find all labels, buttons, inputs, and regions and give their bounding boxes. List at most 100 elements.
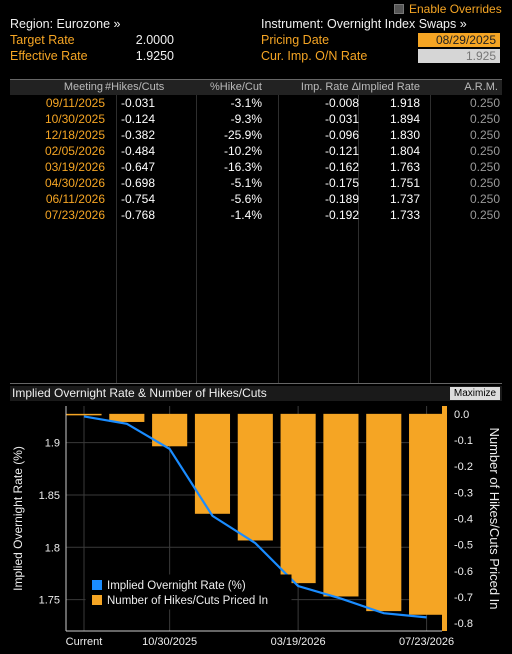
hikes-cell: -0.768 (120, 208, 155, 222)
table-row[interactable]: 06/11/2026 -0.754 -5.6% -0.189 1.737 0.250 (10, 192, 502, 208)
chart-title-bar: Implied Overnight Rate & Number of Hikes… (10, 386, 502, 401)
right-tick-label: -0.1 (454, 435, 473, 447)
legend-swatch (92, 580, 102, 590)
col-arm[interactable]: A.R.M. (464, 81, 498, 93)
pct-cell: -5.6% (230, 192, 262, 206)
chart-title: Implied Overnight Rate & Number of Hikes… (12, 386, 267, 400)
right-tick-label: -0.2 (454, 461, 473, 473)
legend-swatch (92, 595, 102, 605)
x-tick-label: 07/23/2026 (399, 636, 454, 648)
bar-hikes-cuts (237, 413, 273, 541)
enable-overrides-label[interactable]: Enable Overrides (409, 2, 502, 16)
right-tick-label: -0.5 (454, 540, 473, 552)
left-axis-title: Implied Overnight Rate (%) (11, 446, 25, 591)
arm-cell: 0.250 (469, 208, 500, 222)
left-tick-label: 1.75 (39, 595, 60, 607)
hikes-cell: -0.647 (120, 160, 155, 174)
table-row[interactable]: 02/05/2026 -0.484 -10.2% -0.121 1.804 0.250 (10, 144, 502, 160)
table-row[interactable]: 09/11/2025 -0.031 -3.1% -0.008 1.918 0.250 (10, 96, 502, 112)
col-imp-rate-delta[interactable]: Imp. Rate Δ (300, 81, 359, 93)
table-row[interactable]: 10/30/2025 -0.124 -9.3% -0.031 1.894 0.250 (10, 112, 502, 128)
bar-hikes-cuts (194, 413, 231, 514)
pct-cell: -1.4% (230, 208, 262, 222)
implied-rate-cell: 1.804 (389, 144, 420, 158)
implied-rate-line (83, 415, 427, 619)
pct-cell: -5.1% (230, 176, 262, 190)
maximize-button[interactable]: Maximize (450, 387, 500, 400)
imp-rate-delta-cell: -0.121 (324, 144, 359, 158)
pct-cell: -3.1% (230, 96, 262, 110)
table-row[interactable]: 07/23/2026 -0.768 -1.4% -0.192 1.733 0.250 (10, 208, 502, 224)
imp-rate-delta-cell: -0.189 (324, 192, 359, 206)
x-tick-label: 03/19/2026 (271, 636, 326, 648)
arm-cell: 0.250 (469, 112, 500, 126)
meeting-cell: 10/30/2025 (44, 112, 105, 126)
col-meeting[interactable]: Meeting (63, 81, 103, 93)
imp-rate-delta-cell: -0.096 (324, 128, 359, 142)
legend-box (85, 574, 292, 610)
implied-rate-cell: 1.894 (389, 112, 420, 126)
legend-label: Implied Overnight Rate (%) (107, 580, 246, 592)
right-tick-label: -0.4 (454, 514, 473, 526)
bar-hikes-cuts (109, 413, 145, 422)
x-tick-label: 10/30/2025 (142, 636, 197, 648)
implied-rate-cell: 1.733 (389, 208, 420, 222)
meeting-cell: 12/18/2025 (44, 128, 105, 142)
target-rate-label: Target Rate (10, 33, 75, 47)
col-implied-rate[interactable]: Implied Rate (358, 81, 420, 93)
arm-cell: 0.250 (469, 96, 500, 110)
right-axis-title: Number of Hikes/Cuts Priced In (487, 427, 502, 609)
enable-overrides-checkbox[interactable] (394, 4, 404, 14)
rate-chart: 1.9 1.85 1.8 1.75 0.0 -0.1 -0.2 -0.3 -0.4 -0.5 -0.… (11, 406, 502, 648)
meeting-cell: 02/05/2026 (44, 144, 105, 158)
bar-hikes-cuts (366, 413, 402, 612)
arm-cell: 0.250 (469, 160, 500, 174)
right-tick-label: -0.8 (454, 618, 473, 630)
bar-hikes-cuts (409, 413, 445, 615)
hikes-cell: -0.698 (120, 176, 155, 190)
right-tick-label: 0.0 (454, 409, 469, 421)
pricing-date-input[interactable]: 08/29/2025 (418, 33, 500, 47)
implied-rate-cell: 1.763 (389, 160, 420, 174)
bar-hikes-cuts (66, 413, 102, 416)
meetings-table: Meeting #Hikes/Cuts %Hike/Cut Imp. Rate … (10, 79, 502, 384)
meeting-cell: 09/11/2025 (45, 96, 105, 110)
pct-cell: -25.9% (223, 128, 262, 142)
meeting-cell: 06/11/2026 (45, 192, 105, 206)
left-tick-label: 1.9 (45, 438, 60, 450)
table-row[interactable]: 04/30/2026 -0.698 -5.1% -0.175 1.751 0.250 (10, 176, 502, 192)
pct-cell: -16.3% (223, 160, 262, 174)
x-tick-label: Current (66, 636, 103, 648)
hikes-cell: -0.124 (120, 112, 155, 126)
table-header: Meeting #Hikes/Cuts %Hike/Cut Imp. Rate … (10, 80, 502, 95)
pct-cell: -10.2% (223, 144, 262, 158)
top-toolbar: Enable Overrides (0, 0, 512, 16)
right-tick-label: -0.6 (454, 566, 473, 578)
imp-rate-delta-cell: -0.031 (324, 112, 359, 126)
hikes-cell: -0.754 (120, 192, 155, 206)
left-tick-label: 1.85 (39, 490, 60, 502)
bar-hikes-cuts (280, 413, 316, 584)
cur-imp-rate-input[interactable]: 1.925 (418, 49, 500, 63)
table-row[interactable]: 03/19/2026 -0.647 -16.3% -0.162 1.763 0.250 (10, 160, 502, 176)
right-tick-label: -0.7 (454, 592, 473, 604)
region-selector[interactable]: Region: Eurozone » (10, 17, 121, 31)
hikes-cell: -0.031 (120, 96, 155, 110)
target-rate-value: 2.0000 (135, 33, 174, 47)
imp-rate-delta-cell: -0.162 (324, 160, 359, 174)
meeting-cell: 07/23/2026 (44, 208, 105, 222)
arm-cell: 0.250 (469, 144, 500, 158)
imp-rate-delta-cell: -0.192 (324, 208, 359, 222)
arm-cell: 0.250 (469, 128, 500, 142)
hikes-cell: -0.484 (120, 144, 155, 158)
col-hikes-cuts[interactable]: #Hikes/Cuts (105, 81, 165, 93)
effective-rate-label: Effective Rate (10, 49, 88, 63)
col-pct-hike-cut[interactable]: %Hike/Cut (210, 81, 262, 93)
pct-cell: -9.3% (230, 112, 262, 126)
imp-rate-delta-cell: -0.008 (324, 96, 359, 110)
instrument-selector[interactable]: Instrument: Overnight Index Swaps » (261, 17, 467, 31)
implied-rate-cell: 1.830 (389, 128, 420, 142)
arm-cell: 0.250 (469, 176, 500, 190)
table-row[interactable]: 12/18/2025 -0.382 -25.9% -0.096 1.830 0.250 (10, 128, 502, 144)
hikes-cell: -0.382 (120, 128, 155, 142)
